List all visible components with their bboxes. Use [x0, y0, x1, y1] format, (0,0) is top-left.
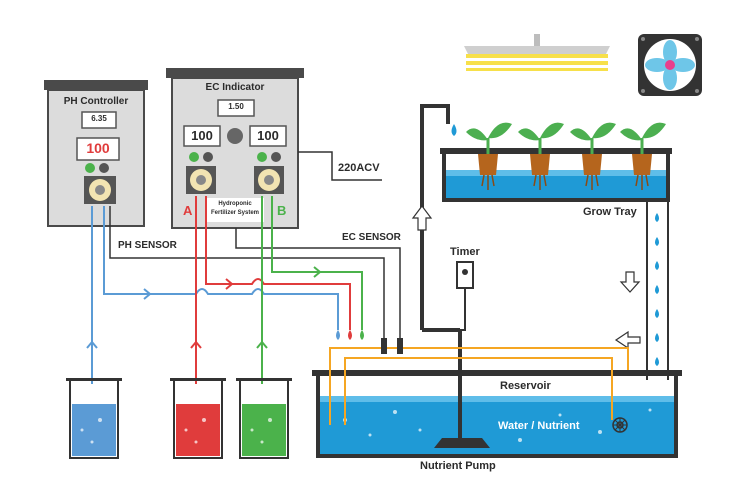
plant-icon	[466, 122, 512, 190]
aerator-icon	[612, 417, 628, 433]
return-pipe	[646, 200, 669, 380]
plant-icon	[570, 122, 616, 190]
water-nutrient-label: Water / Nutrient	[498, 420, 580, 432]
ph-controller-title: PH Controller	[63, 96, 129, 107]
reservoir-label: Reservoir	[500, 380, 551, 392]
ph-dosing-line	[91, 206, 339, 384]
nutrient-b-line	[261, 196, 363, 384]
plants	[466, 122, 666, 190]
return-drops	[655, 213, 659, 366]
arrow-icon	[619, 271, 641, 293]
peristaltic-pump-icon	[186, 166, 216, 194]
arrow-icon	[411, 205, 433, 231]
sensor-probes	[381, 338, 403, 354]
power-label: 220ACV	[338, 162, 380, 174]
timer-icon	[456, 261, 474, 331]
ph-setpoint: 100	[86, 140, 110, 156]
ec-indicator-cabinet	[166, 68, 304, 229]
ph-sensor-label: PH SENSOR	[118, 240, 177, 251]
beaker-icon	[170, 378, 226, 459]
beaker-icon	[236, 378, 292, 459]
ph-display: 6.35	[91, 114, 107, 123]
water-drop-icon	[451, 124, 457, 136]
pump-a-label: A	[183, 203, 193, 218]
orange-circulation-line	[329, 347, 629, 425]
dosing-drops	[336, 330, 364, 340]
line-arrows	[86, 266, 322, 349]
reservoir-tank	[312, 370, 682, 458]
ec-setpoint-a: 100	[191, 128, 213, 143]
ph-sensor-cable	[109, 206, 385, 340]
grow-light-icon	[464, 34, 610, 71]
plant-icon	[518, 122, 564, 190]
power-cable	[298, 151, 382, 181]
ec-setpoint-b: 100	[257, 128, 279, 143]
ec-display: 1.50	[228, 102, 244, 111]
ph-controller-cabinet	[44, 80, 148, 227]
peristaltic-pump-icon	[84, 176, 116, 204]
fan-icon	[638, 34, 702, 96]
peristaltic-pump-icon	[254, 166, 284, 194]
beaker-icon	[66, 378, 122, 459]
fertilizer-label-line2: Fertilizer System	[210, 210, 260, 216]
grow-tray-label: Grow Tray	[583, 206, 637, 218]
pump-icon	[434, 438, 490, 448]
ec-sensor-cable	[235, 228, 401, 340]
nutrient-pump-label: Nutrient Pump	[420, 460, 496, 472]
nutrient-a-line	[195, 196, 351, 384]
timer-label: Timer	[450, 246, 480, 258]
supply-pipe	[420, 104, 462, 440]
pump-b-label: B	[277, 203, 287, 218]
plant-icon	[620, 122, 666, 190]
ec-sensor-label: EC SENSOR	[342, 232, 401, 243]
ec-indicator-title: EC Indicator	[205, 82, 265, 93]
arrow-icon	[614, 330, 641, 350]
fertilizer-label-line1: Hydroponic	[218, 201, 252, 207]
